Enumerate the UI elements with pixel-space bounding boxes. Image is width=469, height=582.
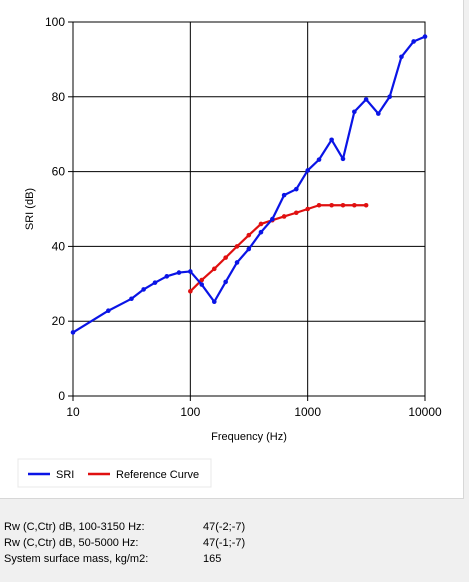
data-point-sri (411, 39, 416, 44)
data-point-sri (363, 97, 369, 102)
data-point-sri (106, 308, 111, 314)
x-tick-label: 100 (180, 405, 200, 419)
data-point-sri (70, 330, 76, 335)
data-point-sri (223, 279, 228, 285)
data-point-reference-curve (329, 202, 334, 208)
result-row-rw-100-3150: Rw (C,Ctr) dB, 100-3150 Hz: 47(-2;-7) (0, 521, 469, 537)
data-point-sri (152, 280, 158, 285)
data-point-sri (129, 296, 134, 302)
data-point-sri (246, 246, 252, 252)
data-point-sri (376, 111, 381, 116)
data-point-reference-curve (246, 232, 252, 238)
y-tick-label: 60 (52, 165, 66, 179)
data-point-sri (234, 260, 240, 265)
data-point-sri (164, 274, 170, 279)
x-axis-title: Frequency (Hz) (211, 431, 287, 443)
data-point-reference-curve (258, 221, 264, 227)
plot-area-border (72, 21, 426, 397)
data-point-sri (188, 269, 193, 274)
data-point-reference-curve (305, 206, 310, 212)
data-point-sri (258, 229, 264, 235)
data-point-reference-curve (340, 202, 346, 208)
data-point-reference-curve (234, 244, 240, 249)
data-point-sri (352, 109, 357, 115)
y-axis-title: SRI (dB) (24, 188, 36, 230)
data-point-sri (141, 287, 146, 292)
data-point-sri (387, 94, 392, 100)
series-line-reference-curve (189, 204, 367, 293)
data-point-sri (422, 34, 428, 39)
result-row-surface-mass: System surface mass, kg/m2: 165 (0, 553, 469, 569)
data-point-sri (399, 54, 404, 60)
data-point-reference-curve (293, 210, 299, 216)
legend-label-sri: SRI (56, 469, 74, 481)
data-point-sri (270, 216, 275, 222)
data-point-sri (305, 168, 310, 173)
data-point-reference-curve (352, 202, 357, 208)
x-tick-label: 1000 (294, 405, 321, 419)
chart-panel: 0 20 40 60 80 100 10 100 1000 10000 Frequency (Hz)… (0, 0, 464, 499)
x-tick-label: 10 (66, 405, 80, 419)
y-tick-label: 100 (45, 15, 65, 29)
result-row-rw-50-5000: Rw (C,Ctr) dB, 50-5000 Hz: 47(-1;-7) (0, 537, 469, 553)
y-tick-label: 0 (58, 389, 65, 403)
legend-label-reference-curve: Reference Curve (116, 469, 199, 481)
data-point-sri (199, 282, 205, 287)
y-tick-label: 80 (52, 90, 66, 104)
sri-chart: 0 20 40 60 80 100 10 100 1000 10000 Frequency (Hz)… (17, 15, 442, 488)
data-point-reference-curve (211, 266, 217, 272)
data-point-reference-curve (199, 277, 205, 283)
data-point-reference-curve (363, 202, 369, 208)
result-label: Rw (C,Ctr) dB, 100-3150 Hz: (4, 521, 145, 533)
data-point-reference-curve (223, 255, 228, 260)
result-label: System surface mass, kg/m2: (4, 553, 149, 565)
result-value: 165 (203, 553, 222, 565)
data-point-sri (316, 157, 322, 162)
series-line-sri (72, 35, 426, 334)
legend-box (17, 458, 212, 488)
data-point-reference-curve (188, 288, 193, 294)
results-panel: Rw (C,Ctr) dB, 100-3150 Hz: 47(-2;-7) Rw… (0, 521, 469, 569)
data-point-reference-curve (281, 214, 287, 219)
x-tick-label: 10000 (408, 405, 442, 419)
data-point-sri (340, 156, 346, 162)
y-tick-label: 40 (52, 239, 66, 253)
data-point-reference-curve (316, 202, 322, 208)
data-point-sri (176, 270, 182, 275)
data-point-sri (293, 186, 299, 192)
data-point-sri (329, 137, 334, 143)
result-label: Rw (C,Ctr) dB, 50-5000 Hz: (4, 537, 139, 549)
data-point-sri (211, 299, 217, 305)
y-tick-label: 20 (52, 314, 66, 328)
result-value: 47(-2;-7) (203, 521, 246, 533)
data-point-sri (281, 192, 287, 198)
result-value: 47(-1;-7) (203, 537, 246, 549)
